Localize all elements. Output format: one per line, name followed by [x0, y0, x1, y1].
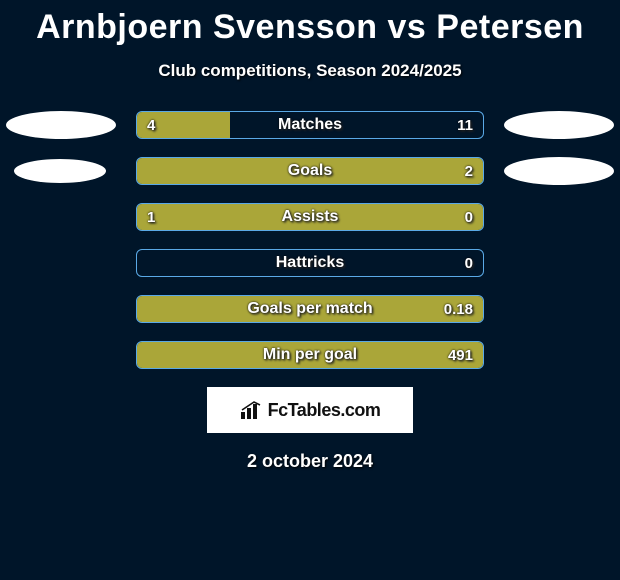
value-right: 0: [465, 250, 473, 276]
bar-track: 411Matches: [136, 111, 484, 139]
bar-track: 0Hattricks: [136, 249, 484, 277]
player-marker-left: [6, 111, 116, 139]
value-right: 11: [457, 112, 473, 138]
stat-row: 0Hattricks: [0, 249, 620, 277]
stat-row: 10Assists: [0, 203, 620, 231]
bar-track: 10Assists: [136, 203, 484, 231]
subtitle: Club competitions, Season 2024/2025: [0, 61, 620, 81]
bar-right-fill: [137, 158, 483, 184]
comparison-chart: 411Matches 2Goals 10Assists 0Hattricks 0.18G…: [0, 111, 620, 369]
player-marker-right: [504, 111, 614, 139]
logo-box: FcTables.com: [207, 387, 413, 433]
bar-left-fill: [137, 112, 230, 138]
bar-label: Hattricks: [137, 250, 483, 276]
stat-row: 2Goals: [0, 157, 620, 185]
page-title: Arnbjoern Svensson vs Petersen: [0, 0, 620, 47]
logo-text: FcTables.com: [268, 400, 381, 421]
logo: FcTables.com: [240, 400, 381, 421]
bar-right-fill: [137, 296, 483, 322]
bar-left-fill: [137, 204, 483, 230]
player-marker-left: [14, 159, 106, 183]
date-text: 2 october 2024: [0, 451, 620, 472]
stat-row: 491Min per goal: [0, 341, 620, 369]
player-marker-right: [504, 157, 614, 185]
stat-row: 411Matches: [0, 111, 620, 139]
stat-row: 0.18Goals per match: [0, 295, 620, 323]
chart-icon: [240, 400, 264, 420]
bar-right-fill: [137, 342, 483, 368]
bar-track: 0.18Goals per match: [136, 295, 484, 323]
bar-track: 491Min per goal: [136, 341, 484, 369]
bar-track: 2Goals: [136, 157, 484, 185]
